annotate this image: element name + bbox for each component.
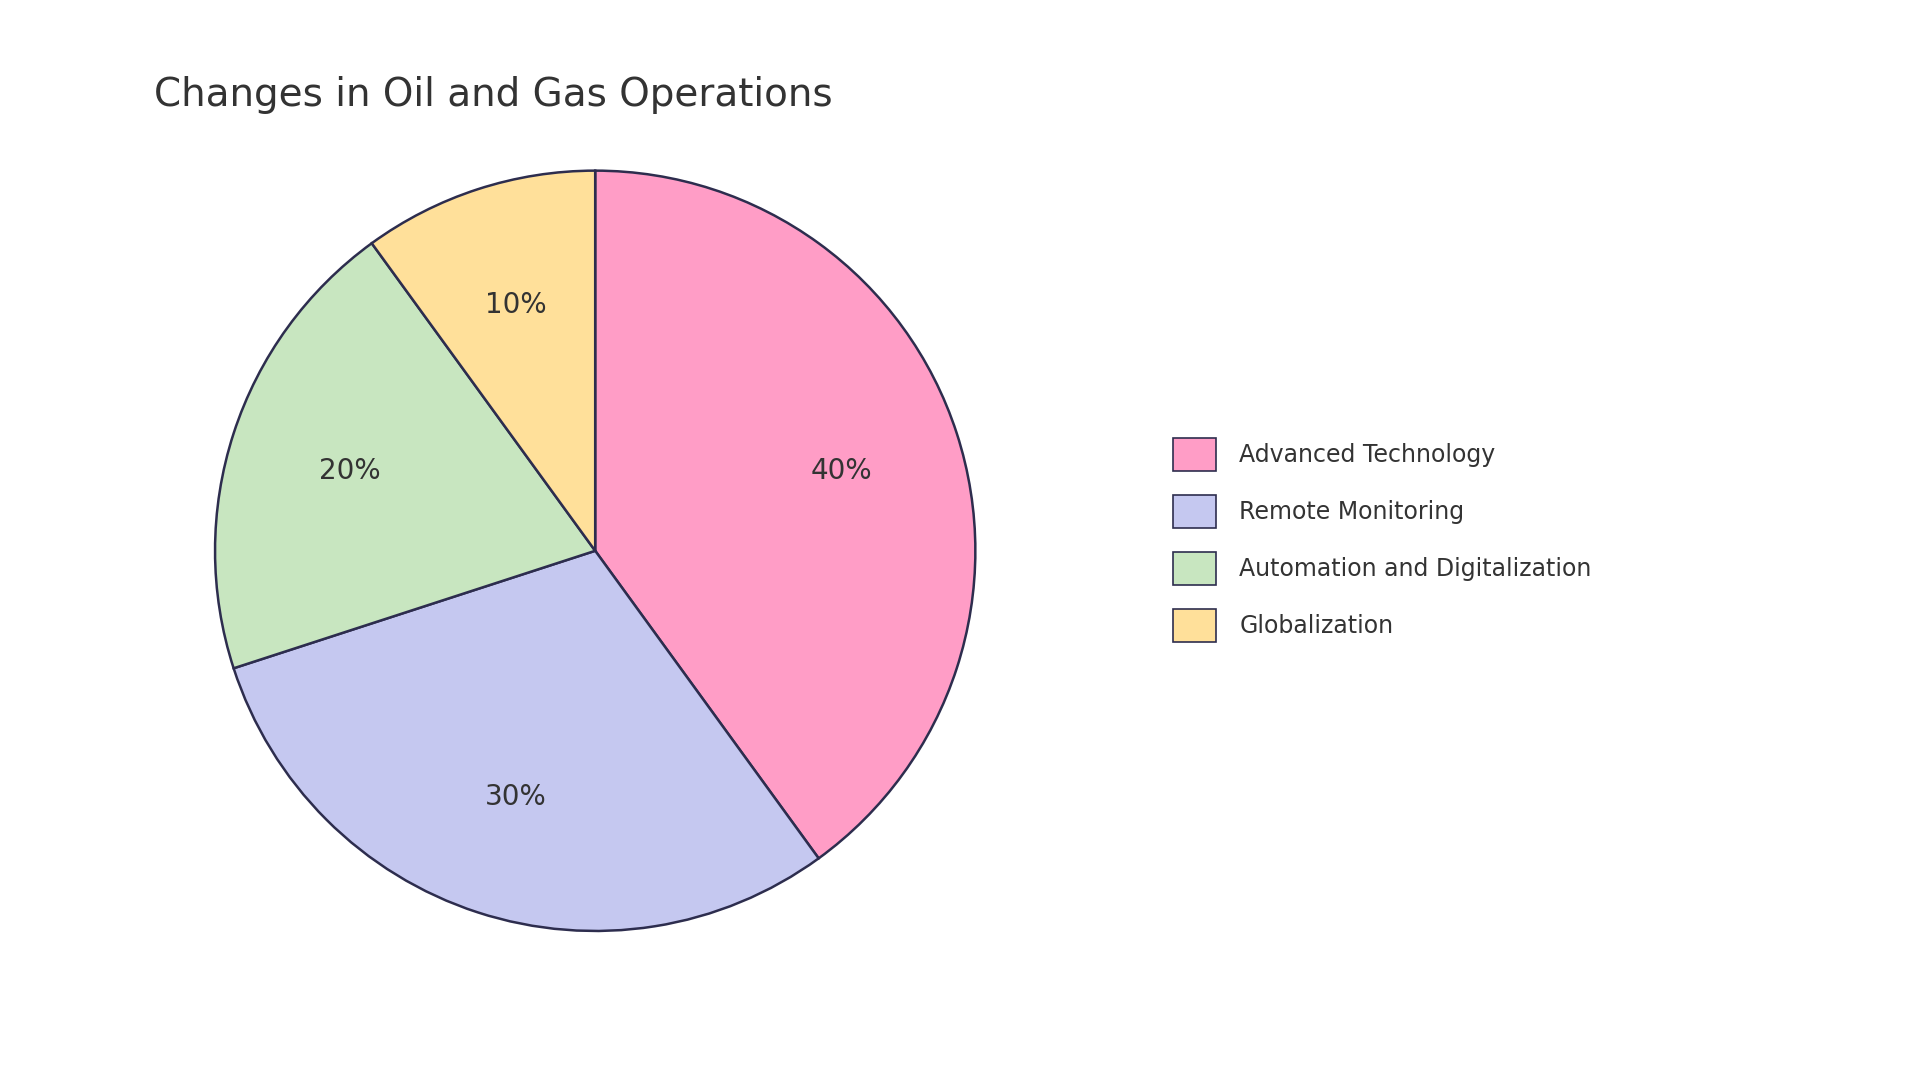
Wedge shape <box>595 171 975 859</box>
Text: 20%: 20% <box>319 457 380 485</box>
Text: 40%: 40% <box>810 457 872 485</box>
Wedge shape <box>215 243 595 669</box>
Legend: Advanced Technology, Remote Monitoring, Automation and Digitalization, Globaliza: Advanced Technology, Remote Monitoring, … <box>1164 429 1601 651</box>
Wedge shape <box>372 171 595 551</box>
Text: Changes in Oil and Gas Operations: Changes in Oil and Gas Operations <box>154 76 831 113</box>
Text: 10%: 10% <box>484 291 545 319</box>
Wedge shape <box>234 551 818 931</box>
Text: 30%: 30% <box>484 783 545 811</box>
